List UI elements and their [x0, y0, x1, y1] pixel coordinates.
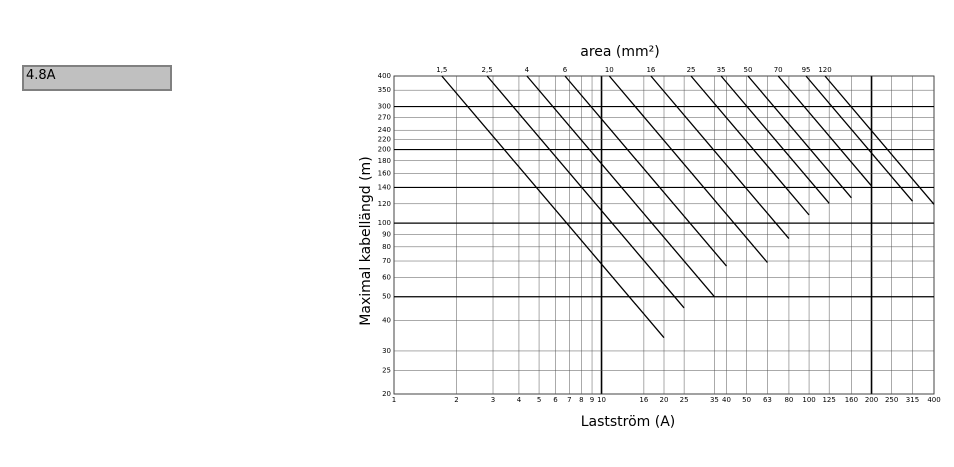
x-tick-label: 2 [454, 396, 458, 404]
x-tick-label: 35 [710, 396, 719, 404]
y-tick-label: 400 [378, 72, 391, 80]
series-label: 35 [717, 66, 726, 74]
y-tick-label: 90 [382, 230, 391, 238]
x-tick-label: 160 [845, 396, 858, 404]
x-tick-label: 3 [491, 396, 495, 404]
x-tick-label: 6 [553, 396, 558, 404]
cable-line [650, 75, 790, 240]
series-label: 120 [818, 66, 831, 74]
x-axis-label: Lastström (A) [581, 414, 676, 430]
value-field: 4.8A [22, 65, 172, 91]
x-tick-label: 1 [392, 396, 396, 404]
x-tick-label: 250 [885, 396, 898, 404]
x-tick-label: 9 [590, 396, 594, 404]
x-tick-label: 80 [784, 396, 793, 404]
y-tick-label: 220 [378, 135, 391, 143]
y-tick-label: 20 [382, 390, 391, 398]
y-axis-label: Maximal kabellängd (m) [358, 156, 374, 325]
y-tick-label: 30 [382, 347, 391, 355]
series-label: 70 [774, 66, 783, 74]
y-tick-label: 70 [382, 257, 391, 265]
cable-line [690, 75, 810, 216]
x-tick-label: 400 [927, 396, 940, 404]
x-tick-label: 5 [537, 396, 541, 404]
cable-line [747, 75, 852, 199]
x-tick-label: 63 [763, 396, 772, 404]
series-label: 16 [646, 66, 655, 74]
x-tick-label: 100 [802, 396, 815, 404]
y-tick-label: 40 [382, 316, 391, 324]
series-label: 50 [744, 66, 753, 74]
x-tick-label: 16 [639, 396, 648, 404]
y-tick-label: 25 [382, 366, 391, 374]
x-tick-label: 7 [567, 396, 571, 404]
series-label: 10 [605, 66, 614, 74]
chart-title: area (mm²) [580, 44, 659, 60]
x-tick-label: 4 [517, 396, 522, 404]
y-tick-label: 200 [378, 146, 391, 154]
y-tick-label: 270 [378, 114, 391, 122]
series-label: 1,5 [436, 66, 447, 74]
series-label: 2,5 [482, 66, 493, 74]
cable-line [720, 75, 830, 204]
y-tick-label: 100 [378, 219, 391, 227]
series-label: 25 [687, 66, 696, 74]
x-tick-label: 200 [865, 396, 878, 404]
y-tick-label: 160 [378, 169, 391, 177]
x-tick-label: 20 [660, 396, 669, 404]
y-tick-label: 60 [382, 273, 391, 281]
series-label: 95 [802, 66, 811, 74]
cable-line [805, 75, 913, 202]
x-tick-label: 8 [579, 396, 583, 404]
y-tick-label: 300 [378, 103, 391, 111]
y-tick-label: 350 [378, 86, 391, 94]
cable-line [486, 75, 685, 309]
series-label: 6 [563, 66, 568, 74]
y-tick-label: 80 [382, 243, 391, 251]
series-label: 4 [525, 66, 530, 74]
x-tick-label: 50 [742, 396, 751, 404]
cable-line [441, 75, 665, 339]
y-tick-label: 240 [378, 126, 391, 134]
cable-line [564, 75, 727, 267]
y-tick-label: 50 [382, 293, 391, 301]
x-tick-label: 125 [822, 396, 835, 404]
x-tick-label: 10 [597, 396, 606, 404]
cable-line [608, 75, 768, 263]
x-tick-label: 25 [680, 396, 689, 404]
y-tick-label: 180 [378, 157, 391, 165]
cable-line [526, 75, 715, 298]
y-tick-label: 120 [378, 200, 391, 208]
y-tick-label: 140 [378, 183, 391, 191]
x-tick-label: 315 [906, 396, 919, 404]
cable-line [777, 75, 872, 187]
x-tick-label: 40 [722, 396, 731, 404]
cable-line [824, 75, 935, 205]
